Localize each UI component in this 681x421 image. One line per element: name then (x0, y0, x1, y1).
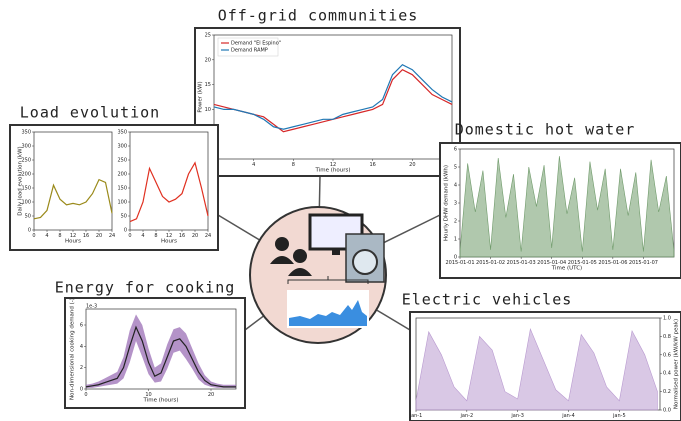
y-tick-label: 15 (205, 82, 211, 88)
y-axis-label: Daily load evolution (kW) (18, 146, 24, 215)
hub (250, 207, 386, 343)
y-tick-label: 0 (28, 228, 31, 234)
x-tick-label: 24 (205, 233, 211, 239)
x-tick-label: 4 (252, 162, 255, 168)
y-tick-label: 350 (21, 130, 31, 136)
monitor-icon (332, 249, 340, 255)
plot-area (34, 132, 112, 230)
x-tick-label: 16 (179, 233, 185, 239)
y-tick-label: 50 (121, 214, 127, 220)
x-tick-label: 16 (369, 162, 375, 168)
y-tick-label: 2 (80, 365, 83, 371)
y-tick-label: 2 (454, 219, 457, 225)
y-tick-label: 1 (454, 237, 457, 243)
x-tick-label: jan-2 (460, 413, 474, 419)
x-tick-label: 8 (292, 162, 295, 168)
y-axis-label: Normalised power (kW/kW peak) (674, 319, 680, 409)
figure: Off-grid communities0481216200510152025T… (0, 0, 681, 421)
y-tick-label: 0.8 (663, 334, 671, 340)
x-tick-label: 2015-01-02 (476, 260, 505, 266)
x-tick-label: 24 (109, 233, 115, 239)
plot-area (130, 132, 208, 230)
y-tick-label: 5 (454, 165, 457, 171)
y-tick-label: 1.0 (663, 316, 671, 322)
x-tick-label: 20 (96, 233, 102, 239)
x-tick-label: jan-5 (612, 413, 626, 419)
x-axis-label: Time (hours) (143, 398, 179, 404)
x-tick-label: 2015-01-07 (629, 260, 658, 266)
offset-label: 1e-3 (86, 304, 97, 310)
x-tick-label: jan-4 (561, 413, 575, 419)
y-tick-label: 0 (454, 255, 457, 261)
x-tick-label: 20 (192, 233, 198, 239)
panel-title: Domestic hot water (455, 121, 636, 139)
x-tick-label: 8 (58, 233, 61, 239)
y-axis-label: Power (kW) (198, 81, 204, 112)
legend-label: Demand "El Espino" (231, 41, 281, 47)
panel-title: Off-grid communities (218, 7, 419, 25)
x-tick-label: 4 (141, 233, 144, 239)
person-icon (275, 237, 289, 251)
x-tick-label: 0 (128, 233, 131, 239)
y-tick-label: 3 (454, 201, 457, 207)
y-tick-label: 300 (117, 144, 127, 150)
x-tick-label: 2015-01-01 (445, 260, 474, 266)
y-axis-label: Hourly DHW demand (kWh) (444, 165, 450, 241)
x-tick-label: 0 (84, 392, 87, 398)
y-tick-label: 0.4 (663, 371, 671, 377)
y-tick-label: 0 (80, 387, 83, 393)
y-tick-label: 0 (124, 228, 127, 234)
y-tick-label: 250 (117, 158, 127, 164)
y-tick-label: 4 (454, 183, 457, 189)
y-tick-label: 0.0 (663, 408, 671, 414)
x-tick-label: 20 (208, 392, 214, 398)
washer-icon (353, 250, 377, 274)
y-tick-label: 50 (25, 214, 31, 220)
x-tick-label: 0 (32, 233, 35, 239)
y-tick-label: 100 (117, 200, 127, 206)
x-axis-label: Hours (161, 239, 177, 245)
panel-title: Electric vehicles (402, 291, 573, 309)
y-axis-label: Non-dimensional cooking demand (-) (70, 298, 76, 400)
y-tick-label: 200 (117, 172, 127, 178)
person-icon (293, 249, 307, 263)
y-tick-label: 150 (117, 186, 127, 192)
x-tick-label: 4 (45, 233, 48, 239)
y-tick-label: 20 (205, 57, 211, 63)
y-tick-label: 10 (205, 107, 211, 113)
y-tick-label: 6 (80, 323, 83, 329)
x-tick-label: 16 (83, 233, 89, 239)
x-axis-label: Time (UTC) (551, 266, 582, 272)
x-axis-label: Hours (65, 239, 81, 245)
panel-title: Load evolution (20, 104, 160, 122)
y-tick-label: 25 (205, 33, 211, 39)
y-tick-label: 350 (117, 130, 127, 136)
x-tick-label: 8 (154, 233, 157, 239)
x-tick-label: jan-3 (510, 413, 524, 419)
y-tick-label: 6 (454, 147, 457, 153)
panel-title: Energy for cooking (55, 279, 236, 297)
x-axis-label: Time (hours) (315, 168, 351, 174)
legend-label: Demand RAMP (231, 48, 268, 54)
x-tick-label: jan-1 (409, 413, 423, 419)
y-tick-label: 0.2 (663, 389, 671, 395)
x-tick-label: 2015-01-06 (598, 260, 627, 266)
y-tick-label: 4 (80, 344, 83, 350)
x-tick-label: 20 (409, 162, 415, 168)
y-tick-label: 0.6 (663, 352, 671, 358)
x-tick-label: 2015-01-03 (507, 260, 536, 266)
